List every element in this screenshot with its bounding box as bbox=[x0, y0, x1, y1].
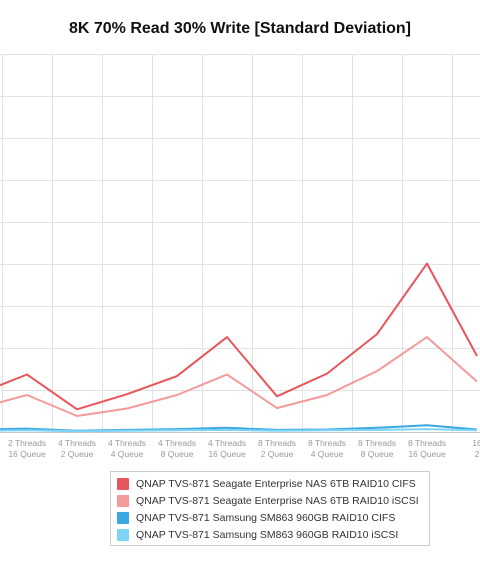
legend-item[interactable]: QNAP TVS-871 Seagate Enterprise NAS 6TB … bbox=[111, 475, 429, 492]
series-line-2 bbox=[0, 336, 478, 417]
x-tick-label: 4 Threads bbox=[208, 438, 246, 448]
legend-label: QNAP TVS-871 Seagate Enterprise NAS 6TB … bbox=[136, 494, 419, 507]
grid bbox=[0, 54, 480, 433]
legend-label: QNAP TVS-871 Seagate Enterprise NAS 6TB … bbox=[136, 477, 416, 490]
x-tick-label: 4 Threads bbox=[158, 438, 196, 448]
x-tick-label: 8 Threads bbox=[308, 438, 346, 448]
x-tick-label: 8 Queue bbox=[161, 449, 194, 459]
x-tick-label: 2 Queue bbox=[261, 449, 294, 459]
series-line-4 bbox=[0, 428, 478, 433]
legend-label: QNAP TVS-871 Samsung SM863 960GB RAID10 … bbox=[136, 511, 396, 524]
x-tick-label: 2 Threads bbox=[8, 438, 46, 448]
x-tick-label: 8 Queue bbox=[361, 449, 394, 459]
legend-swatch bbox=[117, 528, 129, 541]
series-lines bbox=[0, 262, 478, 433]
x-tick-label: 2 bbox=[475, 449, 480, 459]
series-line-1 bbox=[0, 262, 478, 411]
legend-item[interactable]: QNAP TVS-871 Samsung SM863 960GB RAID10 … bbox=[111, 526, 429, 543]
x-tick-label: 4 Queue bbox=[311, 449, 344, 459]
x-tick-label: 4 Threads bbox=[108, 438, 146, 448]
chart-title: 8K 70% Read 30% Write [Standard Deviatio… bbox=[68, 20, 412, 37]
legend-swatch bbox=[117, 494, 129, 507]
x-tick-label: 8 Threads bbox=[358, 438, 396, 448]
x-tick-label: 8 Threads bbox=[258, 438, 296, 448]
x-tick-label: 16 Queue bbox=[408, 449, 446, 459]
legend-item[interactable]: QNAP TVS-871 Samsung SM863 960GB RAID10 … bbox=[111, 509, 429, 526]
x-tick-label: 4 Threads bbox=[58, 438, 96, 448]
legend-label: QNAP TVS-871 Samsung SM863 960GB RAID10 … bbox=[136, 528, 399, 541]
legend: QNAP TVS-871 Seagate Enterprise NAS 6TB … bbox=[110, 471, 430, 546]
legend-swatch bbox=[117, 477, 129, 490]
x-tick-label: 4 Queue bbox=[111, 449, 144, 459]
x-tick-label: 16 Queue bbox=[8, 449, 46, 459]
x-tick-label: 16 bbox=[472, 438, 480, 448]
legend-swatch bbox=[117, 511, 129, 524]
x-tick-label: 16 Queue bbox=[208, 449, 246, 459]
x-tick-label: 8 Threads bbox=[408, 438, 446, 448]
x-tick-label: 2 Queue bbox=[61, 449, 94, 459]
legend-item[interactable]: QNAP TVS-871 Seagate Enterprise NAS 6TB … bbox=[111, 492, 429, 509]
